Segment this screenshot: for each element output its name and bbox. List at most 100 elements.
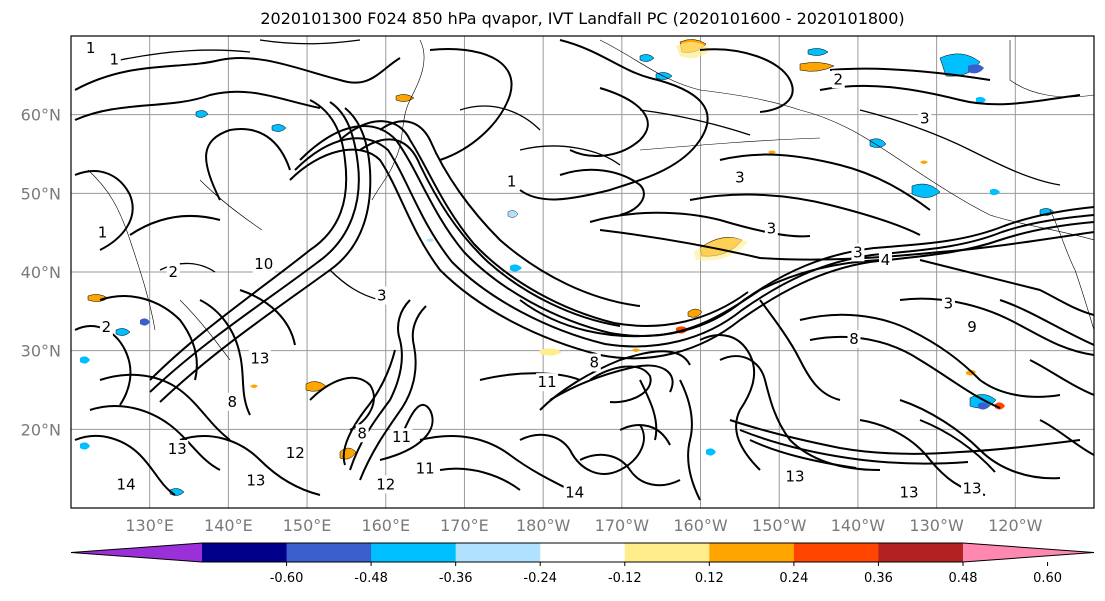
- svg-text:13: 13: [250, 350, 269, 368]
- svg-text:14: 14: [117, 475, 136, 493]
- colorbar-tick-label: 0.60: [1033, 571, 1062, 586]
- svg-text:13: 13: [168, 440, 187, 458]
- svg-text:8: 8: [228, 393, 238, 411]
- svg-text:3: 3: [377, 287, 387, 305]
- anomaly-fill-patches: [80, 39, 1055, 496]
- contour-label: 3: [941, 294, 955, 313]
- contour-label: 8: [355, 424, 369, 443]
- contour-label: 9: [965, 318, 979, 337]
- colorbar-cell: [202, 543, 288, 562]
- colorbar-tick-label: 0.12: [695, 571, 724, 586]
- colorbar-cell: [371, 543, 457, 562]
- colorbar-tick-label: -0.60: [270, 571, 304, 586]
- contour-label: 3: [375, 286, 389, 305]
- colorbar-cell: [540, 543, 626, 562]
- contour-label: 1: [505, 172, 519, 191]
- colorbar-cell: [455, 543, 541, 562]
- svg-text:9: 9: [967, 318, 977, 336]
- svg-text:13: 13: [246, 471, 265, 489]
- contour-label: 11: [536, 373, 559, 392]
- longitude-axis: 130°E 140°E 150°E 160°E 170°E 180°W 170°W 160°W…: [125, 516, 1042, 535]
- contour-label: 8: [587, 353, 601, 372]
- map-title: 2020101300 F024 850 hPa qvapor, IVT Land…: [260, 9, 905, 28]
- lat-tick-label: 30°N: [21, 342, 61, 361]
- coastlines: [87, 39, 1094, 361]
- contour-label: 8: [847, 329, 861, 348]
- svg-text:4: 4: [881, 251, 891, 269]
- svg-text:1: 1: [98, 224, 108, 242]
- svg-text:3: 3: [767, 220, 777, 238]
- lon-tick-label: 140°E: [204, 516, 253, 535]
- contour-label: 13: [248, 349, 271, 368]
- colorbar-tick-label: -0.24: [523, 571, 557, 586]
- svg-text:13: 13: [900, 483, 919, 501]
- contour-label: 14: [115, 475, 138, 494]
- lon-tick-label: 120°W: [988, 516, 1043, 535]
- contour-label: 10: [252, 255, 275, 274]
- colorbar-cell: [793, 543, 879, 562]
- contour-label: 12: [284, 443, 307, 462]
- svg-text:3: 3: [944, 294, 954, 312]
- svg-text:8: 8: [357, 424, 367, 442]
- contour-label: 3: [918, 109, 932, 128]
- lon-tick-label: 180°W: [516, 516, 571, 535]
- contour-label: 1: [107, 50, 121, 69]
- lat-tick-label: 40°N: [21, 263, 61, 282]
- lat-tick-label: 50°N: [21, 184, 61, 203]
- svg-text:2: 2: [833, 70, 843, 88]
- lat-tick-label: 60°N: [21, 106, 61, 125]
- lon-tick-label: 170°W: [595, 516, 650, 535]
- contour-label: 13: [783, 467, 806, 486]
- colorbar-tick-label: -0.36: [439, 571, 473, 586]
- contour-label: 13: [244, 471, 267, 490]
- svg-text:10: 10: [254, 255, 273, 273]
- lon-tick-label: 150°E: [283, 516, 332, 535]
- contour-label: 13: [166, 440, 189, 458]
- contour-label: 13: [898, 483, 921, 502]
- lon-tick-label: 170°E: [440, 516, 489, 535]
- lon-tick-label: 130°E: [125, 516, 174, 535]
- lon-tick-label: 160°E: [361, 516, 410, 535]
- colorbar-cell: [286, 543, 372, 562]
- colorbar: -0.60 -0.48 -0.36 -0.24 -0.12 0.12 0.24 0.36 0.4…: [70, 542, 1095, 586]
- lon-tick-label: 150°W: [752, 516, 807, 535]
- contour-label: 3: [764, 219, 778, 238]
- colorbar-extension-low: [71, 543, 202, 562]
- contour-label: 1: [84, 38, 98, 57]
- contour-label: 3: [851, 243, 865, 261]
- svg-text:11: 11: [538, 373, 557, 391]
- contour-label: 2: [831, 70, 845, 89]
- lat-tick-label: 20°N: [21, 420, 61, 439]
- colorbar-outline: [70, 542, 1095, 563]
- svg-text:8: 8: [590, 353, 600, 371]
- contour-label: 3: [733, 168, 747, 187]
- map-frame: [70, 35, 1095, 509]
- svg-text:13: 13: [785, 468, 804, 486]
- colorbar-tick-label: 0.24: [779, 571, 808, 586]
- svg-text:2: 2: [102, 318, 112, 336]
- svg-text:12: 12: [286, 444, 305, 462]
- contour-label: 13: [961, 479, 984, 498]
- contour-label: 8: [225, 392, 239, 411]
- svg-text:8: 8: [849, 330, 859, 348]
- colorbar-ticks: -0.60 -0.48 -0.36 -0.24 -0.12 0.12 0.24 0.36 0.4…: [270, 562, 1062, 586]
- colorbar-cell: [878, 543, 964, 562]
- svg-text:1: 1: [86, 39, 96, 57]
- svg-text:14: 14: [565, 483, 584, 501]
- svg-text:12: 12: [376, 475, 395, 493]
- colorbar-cells: [70, 542, 1095, 563]
- lon-tick-label: 160°W: [673, 516, 728, 535]
- svg-text:3: 3: [853, 243, 863, 261]
- contour-label: 11: [390, 428, 413, 447]
- contour-label: 11: [414, 459, 437, 478]
- colorbar-tick-label: 0.36: [864, 571, 893, 586]
- svg-text:11: 11: [392, 428, 411, 446]
- svg-text:3: 3: [920, 110, 930, 128]
- svg-text:3: 3: [735, 169, 745, 187]
- colorbar-cell: [709, 543, 795, 562]
- svg-text:1: 1: [507, 173, 517, 191]
- colorbar-tick-label: -0.12: [608, 571, 642, 586]
- colorbar-tick-label: -0.48: [354, 571, 388, 586]
- contour-label: 2: [99, 318, 113, 337]
